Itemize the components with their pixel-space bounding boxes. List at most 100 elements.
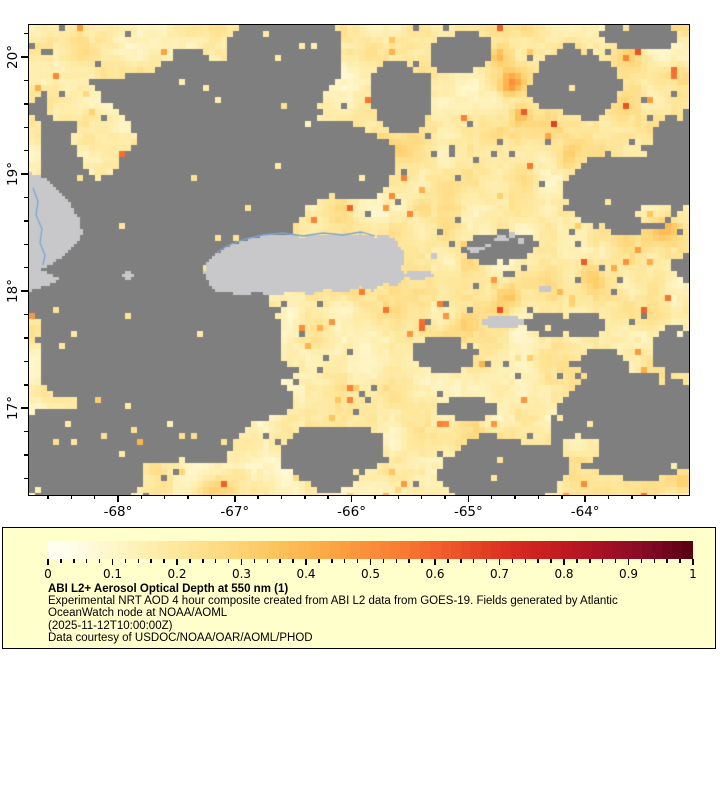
colorbar-minor-tick bbox=[253, 559, 256, 563]
colorbar-minor-tick bbox=[666, 559, 668, 563]
colorbar-major-tick bbox=[369, 559, 372, 565]
colorbar-minor-tick bbox=[550, 559, 552, 563]
colorbar-minor-tick bbox=[576, 559, 578, 563]
colorbar-minor-tick bbox=[98, 559, 101, 563]
lat-minor-tick bbox=[24, 220, 28, 222]
lon-tick-label: -67° bbox=[220, 504, 250, 520]
lon-minor-tick bbox=[163, 495, 166, 499]
colorbar-minor-tick bbox=[589, 559, 591, 563]
lon-minor-tick bbox=[47, 495, 49, 499]
colorbar-tick-label: 0.4 bbox=[296, 567, 316, 581]
colorbar-tick-label: 0 bbox=[44, 567, 52, 581]
lon-minor-tick bbox=[257, 495, 259, 499]
colorbar-tick-label: 0.7 bbox=[489, 567, 510, 581]
lat-tick-label: 17° bbox=[5, 396, 21, 421]
lon-minor-tick bbox=[70, 495, 73, 499]
lat-minor-tick bbox=[24, 313, 28, 316]
colorbar-tick-label: 0.9 bbox=[618, 567, 639, 581]
lat-minor-tick bbox=[24, 126, 28, 129]
lon-minor-tick bbox=[631, 495, 633, 499]
colorbar-tick-label: 0.8 bbox=[554, 567, 574, 581]
colorbar-minor-tick bbox=[395, 559, 398, 563]
colorbar-minor-tick bbox=[318, 559, 320, 563]
lat-minor-tick bbox=[24, 32, 28, 35]
lat-major-tick bbox=[21, 173, 28, 175]
lon-minor-tick bbox=[304, 495, 306, 499]
lat-major-tick bbox=[21, 290, 28, 292]
colorbar-tick-label: 0.5 bbox=[360, 567, 381, 581]
colorbar-minor-tick bbox=[382, 559, 385, 563]
colorbar-minor-tick bbox=[511, 559, 514, 563]
colorbar-minor-tick bbox=[124, 559, 127, 563]
colorbar-minor-tick bbox=[266, 559, 269, 563]
colorbar-minor-tick bbox=[163, 559, 165, 563]
lon-minor-tick bbox=[397, 495, 400, 499]
aod-map-canvas bbox=[29, 25, 689, 495]
lon-minor-tick bbox=[561, 495, 563, 499]
colorbar-major-tick bbox=[563, 559, 565, 565]
colorbar-minor-tick bbox=[150, 559, 152, 563]
lon-major-tick bbox=[234, 495, 236, 502]
aod-map-figure: 17° 18° 19° 20° -68° -67° -66° -65° -64° bbox=[5, 24, 690, 520]
lon-minor-tick bbox=[140, 495, 143, 499]
lat-major-tick bbox=[21, 407, 28, 409]
colorbar-tick-label: 0.2 bbox=[167, 567, 187, 581]
colorbar-minor-tick bbox=[524, 559, 527, 563]
colorbar-tick-label: 1 bbox=[689, 567, 697, 581]
legend-courtesy: Data courtesy of USDOC/NOAA/OAR/AOML/PHO… bbox=[48, 631, 313, 644]
legend-timestamp: (2025-11-12T10:00:00Z) bbox=[48, 619, 173, 632]
lon-minor-tick bbox=[444, 495, 446, 499]
lon-minor-tick bbox=[327, 495, 329, 499]
lon-tick-label: -64° bbox=[570, 504, 600, 520]
colorbar-major-tick bbox=[47, 559, 49, 565]
lat-minor-tick bbox=[24, 103, 28, 105]
colorbar-tick-label: 0.6 bbox=[425, 567, 445, 581]
lat-minor-tick bbox=[24, 243, 28, 246]
colorbar-major-tick bbox=[305, 559, 307, 565]
lat-minor-tick bbox=[24, 196, 28, 199]
colorbar-minor-tick bbox=[137, 559, 140, 563]
colorbar-major-tick bbox=[240, 559, 243, 565]
colorbar-minor-tick bbox=[331, 559, 333, 563]
lat-minor-tick bbox=[24, 430, 28, 433]
colorbar-major-tick bbox=[627, 559, 630, 565]
colorbar-minor-tick bbox=[485, 559, 488, 563]
colorbar-minor-tick bbox=[537, 559, 539, 563]
colorbar-minor-tick bbox=[408, 559, 410, 563]
colorbar-major-tick bbox=[176, 559, 178, 565]
lon-minor-tick bbox=[187, 495, 189, 499]
colorbar-minor-tick bbox=[472, 559, 475, 563]
lon-minor-tick bbox=[654, 495, 656, 499]
colorbar-major-tick bbox=[434, 559, 436, 565]
colorbar-tick-label: 0.1 bbox=[102, 567, 123, 581]
colorbar-minor-tick bbox=[227, 559, 230, 563]
legend-text-block: ABI L2+ Aerosol Optical Depth at 550 nm … bbox=[48, 583, 703, 644]
lon-major-tick bbox=[117, 495, 119, 502]
lon-minor-tick bbox=[93, 495, 96, 499]
lon-tick-label: -65° bbox=[453, 504, 483, 520]
colorbar-minor-tick bbox=[447, 559, 449, 563]
colorbar-minor-tick bbox=[202, 559, 204, 563]
colorbar-labels: 0 0.1 0.2 0.3 0.4 0.5 0.6 0.7 0.8 0.9 1 bbox=[44, 567, 697, 581]
colorbar-minor-tick bbox=[460, 559, 462, 563]
lat-minor-tick bbox=[24, 454, 28, 456]
lat-minor-tick bbox=[24, 384, 28, 386]
colorbar-major-tick bbox=[498, 559, 501, 565]
lon-minor-tick bbox=[490, 495, 493, 499]
colorbar-minor-tick bbox=[653, 559, 656, 563]
lat-minor-tick bbox=[24, 149, 28, 152]
legend-description-line1: Experimental NRT AOD 4 hour composite cr… bbox=[48, 595, 618, 608]
lat-tick-label: 18° bbox=[5, 279, 21, 304]
legend-description-line2: OceanWatch node at NOAA/AOML bbox=[48, 607, 228, 620]
colorbar-tick-label: 0.3 bbox=[231, 567, 252, 581]
lon-major-tick bbox=[350, 495, 353, 502]
colorbar-minor-tick bbox=[85, 559, 88, 563]
lat-minor-tick bbox=[24, 266, 28, 269]
lat-minor-tick bbox=[24, 337, 28, 339]
lon-minor-tick bbox=[537, 495, 540, 499]
colorbar-minor-tick bbox=[421, 559, 423, 563]
colorbar-minor-tick bbox=[640, 559, 643, 563]
colorbar-minor-tick bbox=[356, 559, 359, 563]
colorbar-major-tick bbox=[692, 559, 694, 565]
